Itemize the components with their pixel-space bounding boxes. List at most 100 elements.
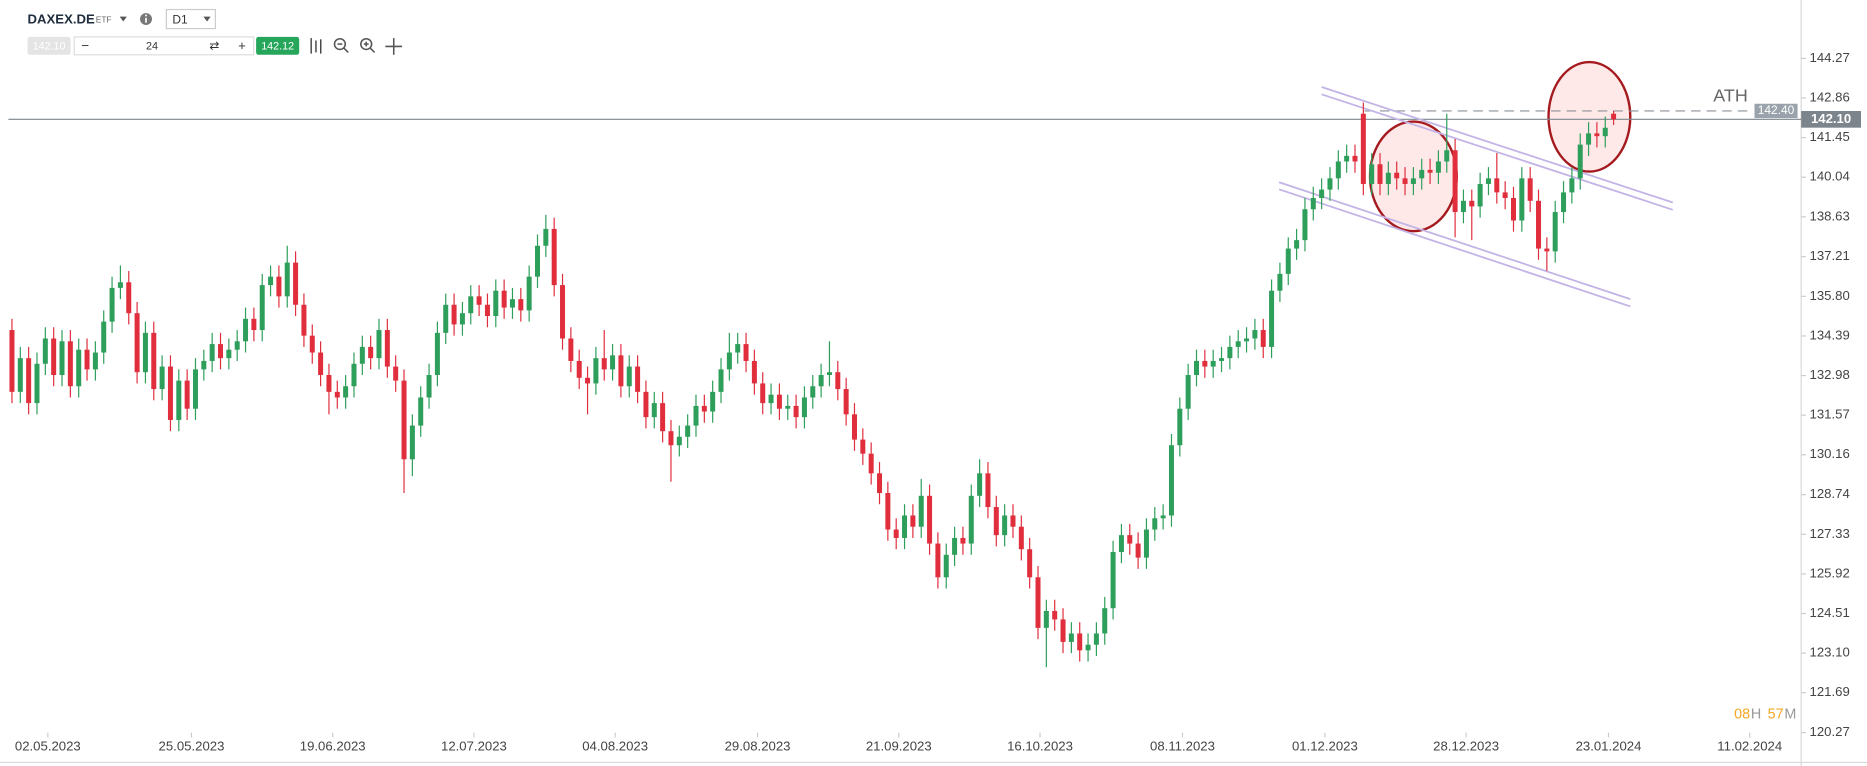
pan-icon[interactable] xyxy=(385,38,403,55)
candle-body xyxy=(468,296,474,314)
zoom-out-icon[interactable] xyxy=(333,37,349,53)
symbol-dropdown[interactable] xyxy=(119,16,127,22)
candle-body xyxy=(518,299,524,311)
y-tick-label: 138.63 xyxy=(1810,208,1850,223)
candle-body xyxy=(1419,169,1425,179)
x-tick-label: 21.09.2023 xyxy=(866,738,932,753)
candle-body xyxy=(1118,535,1124,552)
candle-body xyxy=(1294,240,1300,249)
candle-body xyxy=(576,360,582,378)
candle-body xyxy=(67,341,73,387)
candle-body xyxy=(760,383,766,404)
symbol[interactable]: DAXEX.DE xyxy=(28,12,95,27)
candle-body xyxy=(860,439,866,454)
price-tag xyxy=(1754,103,1798,119)
candle-body xyxy=(243,318,249,342)
candle-body xyxy=(985,473,991,508)
candle-body xyxy=(409,425,415,460)
buy-button[interactable] xyxy=(256,36,300,55)
candle-body xyxy=(1302,209,1308,241)
candle-body xyxy=(543,228,549,246)
candle-body xyxy=(801,397,807,418)
candle-body xyxy=(918,495,924,527)
plus[interactable]: + xyxy=(238,38,246,53)
candle-body xyxy=(26,358,32,404)
buy-price: 142.12 xyxy=(261,40,294,52)
candle-body xyxy=(952,537,958,555)
candle-body xyxy=(434,332,440,375)
minus[interactable]: − xyxy=(81,38,89,53)
candle-body xyxy=(1611,113,1617,120)
candle-body xyxy=(451,304,457,325)
y-tick-label: 124.51 xyxy=(1810,605,1850,620)
candle-body xyxy=(209,344,215,361)
countdown-m: M xyxy=(1784,707,1796,723)
candle-body xyxy=(1193,360,1200,375)
candle-body xyxy=(1102,608,1108,634)
countdown-hours: 08 xyxy=(1734,707,1750,723)
candle-body xyxy=(1377,164,1383,184)
y-tick-label: 131.57 xyxy=(1810,407,1850,422)
annotation: ATH xyxy=(1713,85,1748,105)
volume-input[interactable] xyxy=(73,36,255,56)
candle-body xyxy=(218,344,224,359)
candle-body xyxy=(109,287,115,322)
candle-body xyxy=(484,304,490,317)
x-tick-label: 04.08.2023 xyxy=(582,738,648,753)
candle-body xyxy=(443,304,449,333)
swap-icon[interactable]: ⇄ xyxy=(209,39,219,53)
candle-body xyxy=(1168,445,1174,516)
price-tag xyxy=(1801,110,1862,128)
candle-body xyxy=(176,380,182,420)
x-tick-label: 11.02.2024 xyxy=(1717,738,1782,753)
countdown-minutes: 57 xyxy=(1768,707,1784,723)
x-tick-label: 23.01.2024 xyxy=(1576,738,1642,753)
candle-body xyxy=(401,380,407,460)
candle-body xyxy=(501,290,507,308)
candle-body xyxy=(1510,198,1516,221)
candle-body xyxy=(776,394,782,409)
candle-body xyxy=(1544,248,1550,252)
candle-body xyxy=(1494,178,1500,193)
x-tick-label: 01.12.2023 xyxy=(1292,738,1358,753)
x-tick-label: 28.12.2023 xyxy=(1433,738,1499,753)
candle-body xyxy=(184,380,190,409)
candle-body xyxy=(710,391,716,412)
candle-body xyxy=(426,374,432,398)
candle-body xyxy=(1010,515,1016,527)
trendline xyxy=(1321,86,1674,204)
chart-type-icon[interactable] xyxy=(310,38,322,54)
candle-body xyxy=(1502,192,1508,199)
candle-body xyxy=(810,386,816,398)
y-tick-label: 130.16 xyxy=(1810,446,1850,461)
candle-body xyxy=(585,377,591,384)
info-glyph xyxy=(145,17,147,23)
candle-body xyxy=(1427,169,1433,173)
candle-body xyxy=(1077,633,1083,651)
timeframe: D1 xyxy=(172,12,188,26)
timeframe-select[interactable] xyxy=(165,8,217,30)
candle-body xyxy=(693,405,699,426)
zoom-in-icon[interactable] xyxy=(360,37,376,53)
candle-body xyxy=(1143,529,1149,558)
candle-body xyxy=(902,515,908,538)
candle-body xyxy=(51,338,57,375)
candle-body xyxy=(560,285,566,339)
candle-body xyxy=(1235,341,1241,347)
x-tick-label: 29.08.2023 xyxy=(725,738,791,753)
y-tick-label: 134.39 xyxy=(1810,327,1850,342)
candle-body xyxy=(1402,178,1408,184)
candle-body xyxy=(226,349,232,359)
candle-body xyxy=(1519,178,1525,221)
y-tick-label: 135.80 xyxy=(1810,288,1850,303)
candle-body xyxy=(368,346,374,359)
candle-body xyxy=(726,352,732,370)
candle-body xyxy=(735,344,741,353)
candle-body xyxy=(968,495,974,544)
sell-price: 142.10 xyxy=(33,40,66,52)
candle-body xyxy=(1369,164,1375,184)
candle-body xyxy=(84,349,90,370)
sell-button[interactable] xyxy=(27,36,71,55)
candle-body xyxy=(1327,178,1333,190)
